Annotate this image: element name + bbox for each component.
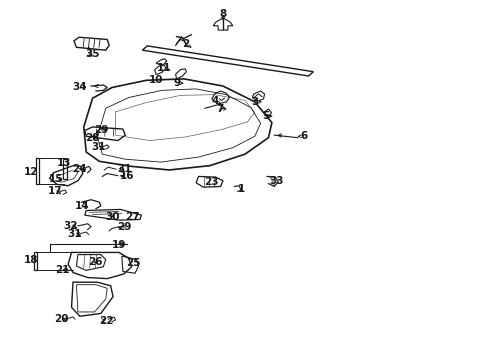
Text: 32: 32 [64,221,78,231]
Text: 2: 2 [182,39,189,49]
Text: 5: 5 [262,111,269,121]
Text: 3: 3 [251,97,258,107]
Text: 8: 8 [220,9,227,19]
Text: 22: 22 [99,316,114,325]
Text: 18: 18 [24,255,38,265]
Text: 29: 29 [94,125,109,135]
Text: 20: 20 [54,314,69,324]
Text: 4: 4 [212,96,220,106]
Text: 14: 14 [74,201,89,211]
Text: 31: 31 [68,229,82,239]
Text: 16: 16 [120,171,134,181]
Text: 6: 6 [300,131,307,141]
Text: 28: 28 [85,133,100,143]
Text: 13: 13 [57,158,72,168]
Text: 11: 11 [157,63,171,73]
Text: 9: 9 [173,78,180,88]
Text: 31: 31 [91,142,106,152]
Text: 29: 29 [117,222,131,232]
Text: 24: 24 [73,164,87,174]
Text: 10: 10 [149,75,163,85]
Text: 7: 7 [216,104,223,114]
Text: 34: 34 [73,82,87,92]
Text: 12: 12 [24,167,38,177]
Text: 1: 1 [238,184,245,194]
Text: 30: 30 [105,212,120,221]
Text: 27: 27 [125,212,140,221]
Text: 33: 33 [269,176,284,186]
Text: 35: 35 [85,49,100,59]
Text: 15: 15 [49,174,64,184]
Text: 25: 25 [126,258,141,268]
Text: 31: 31 [118,164,132,174]
Text: 19: 19 [112,239,126,249]
Text: 17: 17 [48,186,63,197]
Text: 21: 21 [55,265,70,275]
Text: 23: 23 [204,177,219,187]
Text: 26: 26 [88,257,103,267]
